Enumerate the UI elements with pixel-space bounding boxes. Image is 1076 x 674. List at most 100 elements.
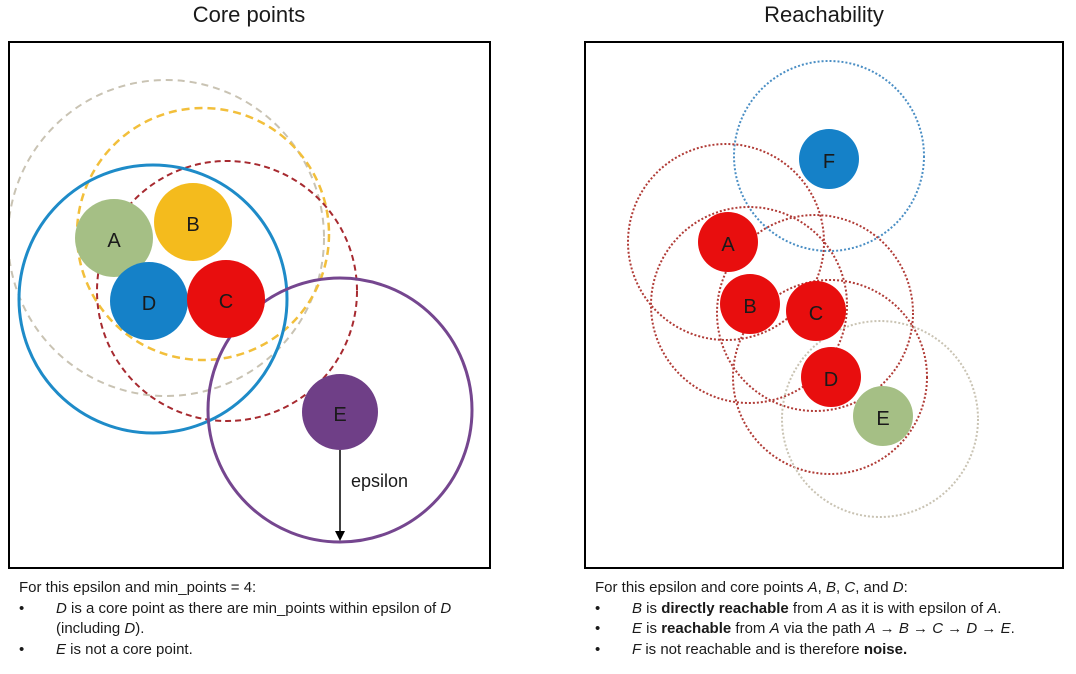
epsilon-circle-e (781, 320, 979, 518)
caption-text-run: , (817, 579, 826, 596)
caption-text-run: D (124, 620, 136, 637)
reachability-diagram: F A B C D E (584, 41, 1064, 569)
caption-text-run: B (898, 620, 909, 637)
point-c: C (786, 281, 846, 341)
point-d-disc (110, 262, 188, 340)
epsilon-circle-a (627, 143, 825, 341)
caption-text-run: is (642, 599, 662, 617)
point-f-disc (799, 129, 859, 189)
point-a: A (698, 212, 758, 272)
caption-text-run: → (908, 620, 933, 637)
epsilon-circle-d (732, 279, 928, 475)
left-panel-title: Core points (192, 2, 306, 27)
caption-text-run: : (903, 579, 908, 596)
right-panel-title: Reachability (764, 2, 884, 27)
epsilon-circle-f (733, 60, 925, 252)
caption-text-run: is (642, 620, 662, 637)
point-e: E (853, 386, 913, 446)
point-a: A (75, 199, 153, 277)
caption-text-run: directly reachable (661, 599, 789, 617)
epsilon-circle-e (206, 276, 474, 544)
caption-text-run: C (844, 579, 856, 596)
epsilon-circle-a (10, 79, 325, 397)
point-b-disc (154, 183, 232, 261)
caption-bullet: E is reachable from A via the path A → B… (595, 619, 1065, 640)
caption-text-run: B (632, 599, 643, 617)
point-c: C (187, 260, 265, 338)
point-b-label: B (743, 296, 756, 318)
point-f: F (799, 129, 859, 189)
epsilon-label: epsilon (351, 471, 408, 491)
caption-text-run: E (1000, 620, 1011, 637)
caption-bullet: F is not reachable and is therefore nois… (595, 640, 1065, 661)
point-b-disc (720, 274, 780, 334)
point-e-label: E (876, 408, 889, 430)
caption-text-run: → (943, 620, 967, 637)
caption-text-run: For this epsilon and core points (595, 579, 808, 596)
caption-text-run: is not reachable and is therefore (641, 640, 864, 658)
point-e: E (302, 374, 378, 450)
point-a-label: A (721, 234, 735, 256)
caption-text-run: ). (135, 620, 145, 637)
caption-bullet: E is not a core point. (19, 640, 479, 661)
caption-bullet: D is a core point as there are min_point… (19, 599, 479, 640)
caption-text-run: as it is with epsilon of (837, 599, 988, 617)
point-c-label: C (809, 303, 823, 325)
epsilon-circle-c (716, 214, 914, 412)
point-a-disc (75, 199, 153, 277)
epsilon-arrow-head (335, 531, 345, 541)
point-b: B (154, 183, 232, 261)
caption-text-run: via the path (779, 620, 866, 637)
caption-text-run: → (977, 620, 1001, 637)
point-e-label: E (333, 404, 346, 426)
point-d-label: D (824, 369, 838, 391)
caption-text-run: A (865, 620, 876, 637)
point-b: B (720, 274, 780, 334)
caption-text-run: . (1010, 620, 1015, 637)
core-points-diagram: A B D C E epsilon (8, 41, 491, 569)
epsilon-circle-d (17, 163, 289, 435)
caption-text-run: A (807, 579, 818, 596)
point-f-label: F (823, 151, 835, 173)
epsilon-circle-b (650, 206, 848, 404)
caption-text-run: E (632, 620, 643, 637)
epsilon-circle-c (96, 160, 358, 422)
caption-text-run: F (632, 640, 642, 658)
point-d: D (110, 262, 188, 340)
caption-bullet-list: D is a core point as there are min_point… (19, 599, 479, 661)
caption-text-run: reachable (661, 620, 732, 637)
caption-intro: For this epsilon and min_points = 4: (19, 579, 257, 596)
caption-text-run: A (987, 599, 998, 617)
point-d: D (801, 347, 861, 407)
point-d-label: D (142, 293, 156, 315)
caption-text-run: , and (855, 579, 893, 596)
caption-intro: For this epsilon and core points A, B, C… (595, 578, 1065, 599)
point-d-disc (801, 347, 861, 407)
caption-text-run: D (56, 599, 67, 617)
caption-bullet-list: B is directly reachable from A as it is … (595, 599, 1065, 661)
caption-text-run: (including (56, 620, 125, 637)
reachability-caption: For this epsilon and core points A, B, C… (595, 578, 1065, 660)
caption-text-run: . (997, 599, 1002, 617)
caption-text-run: A (769, 620, 780, 637)
point-b-label: B (186, 214, 199, 236)
core-points-svg: A B D C E epsilon (10, 79, 474, 544)
core-points-caption: For this epsilon and min_points = 4: D i… (19, 578, 479, 660)
caption-text-run: D (892, 579, 904, 596)
caption-text-run: is a core point as there are min_points … (66, 599, 441, 617)
caption-text-run: D (966, 620, 978, 637)
point-a-label: A (107, 230, 121, 252)
caption-text-run: → (875, 620, 899, 637)
point-e-disc (302, 374, 378, 450)
point-c-disc (187, 260, 265, 338)
caption-text-run: C (932, 620, 944, 637)
caption-text-run: B (825, 579, 836, 596)
caption-bullet: B is directly reachable from A as it is … (595, 599, 1065, 620)
caption-text-run: from (788, 599, 828, 617)
point-c-label: C (219, 291, 233, 313)
caption-text-run: noise. (863, 640, 908, 658)
point-c-disc (786, 281, 846, 341)
caption-text-run: D (440, 599, 452, 617)
point-e-disc (853, 386, 913, 446)
point-a-disc (698, 212, 758, 272)
